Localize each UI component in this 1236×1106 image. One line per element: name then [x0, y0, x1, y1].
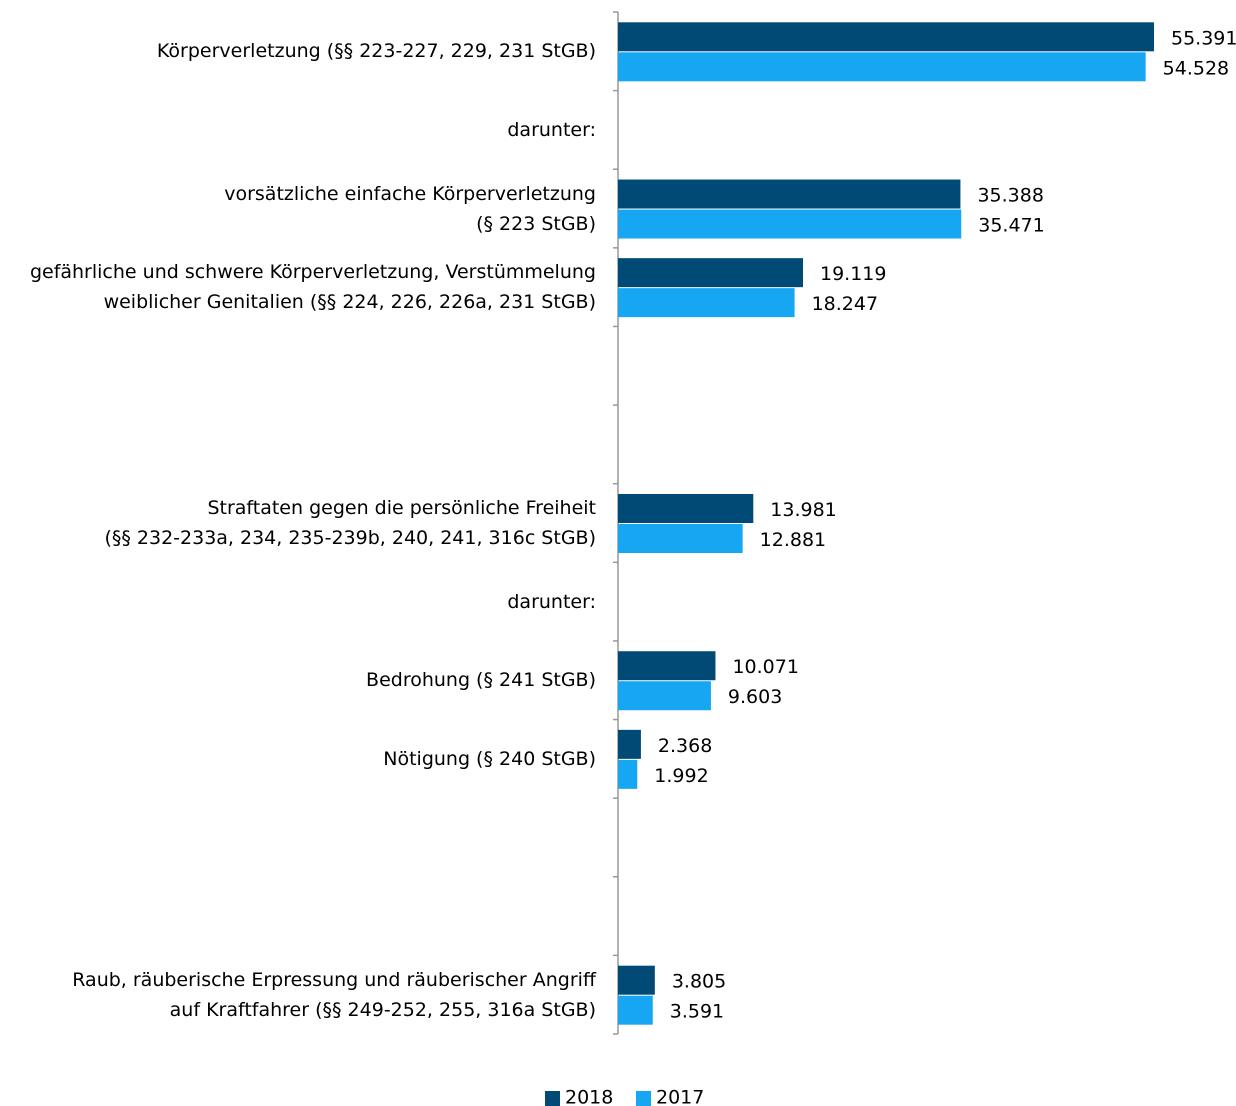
- category-label: Straftaten gegen die persönliche Freihei…: [104, 497, 596, 549]
- category-label: Nötigung (§ 240 StGB): [383, 747, 596, 770]
- value-label: 9.603: [728, 686, 782, 708]
- value-label: 54.528: [1163, 57, 1229, 79]
- bar: [618, 22, 1155, 52]
- category-label: vorsätzliche einfache Körperverletzung (…: [224, 182, 596, 235]
- bar: [618, 681, 711, 711]
- value-label: 35.388: [977, 185, 1043, 207]
- category-label: Bedrohung (§ 241 StGB): [366, 669, 596, 692]
- legend-label: 2017: [656, 1087, 704, 1106]
- value-label: 55.391: [1171, 27, 1236, 49]
- value-label: 13.981: [770, 499, 836, 521]
- category-label: gefährliche und schwere Körperverletzung…: [29, 261, 596, 314]
- legend-label: 2018: [565, 1087, 613, 1106]
- bar: [618, 179, 961, 209]
- value-label: 10.071: [732, 656, 798, 678]
- bar: [618, 52, 1146, 82]
- value-label: 19.119: [820, 263, 886, 285]
- bar: [618, 965, 655, 995]
- bar: [618, 995, 653, 1025]
- legend-swatch: [545, 1091, 560, 1106]
- category-label: Raub, räuberische Erpressung und räuberi…: [72, 968, 596, 1021]
- bar: [618, 651, 716, 681]
- value-label: 35.471: [978, 215, 1044, 237]
- bar: [618, 209, 962, 239]
- value-label: 1.992: [654, 765, 708, 787]
- category-label: darunter:: [507, 118, 596, 141]
- value-label: 3.805: [672, 971, 726, 993]
- category-label: darunter:: [507, 590, 596, 613]
- legend-swatch: [636, 1091, 651, 1106]
- value-label: 12.881: [760, 529, 826, 551]
- value-label: 18.247: [812, 293, 878, 315]
- value-label: 3.591: [670, 1001, 724, 1023]
- bar: [618, 288, 795, 318]
- bar: [618, 494, 754, 523]
- bar: [618, 729, 641, 759]
- bar: [618, 258, 804, 288]
- bar: [618, 759, 638, 789]
- category-label: Körperverletzung (§§ 223-227, 229, 231 S…: [156, 40, 596, 63]
- bar: [618, 524, 743, 553]
- value-label: 2.368: [658, 735, 712, 757]
